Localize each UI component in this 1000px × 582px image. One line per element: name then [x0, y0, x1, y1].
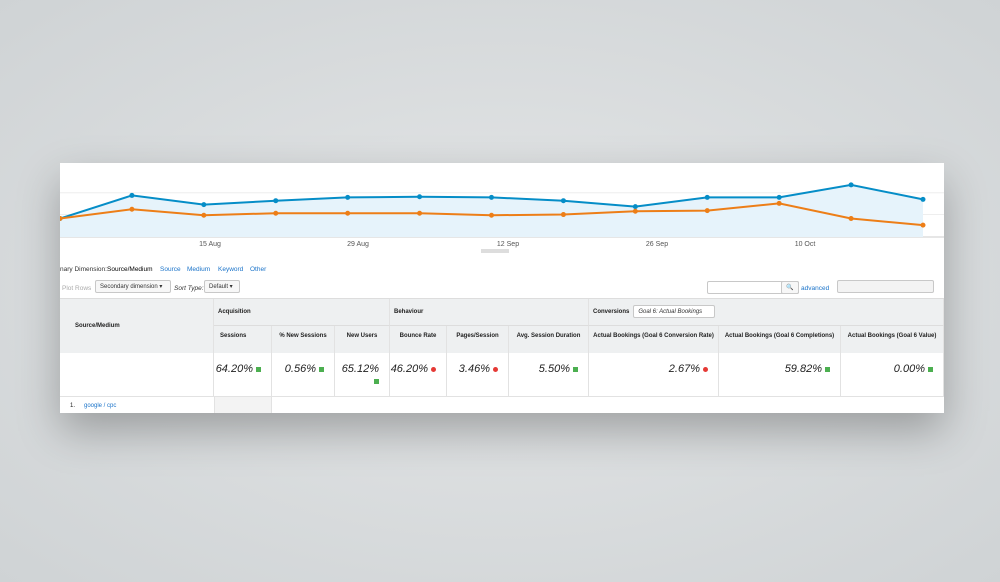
row-sessions: [214, 397, 272, 413]
data-table: Source/Medium Acquisition Behaviour Convers…: [60, 298, 944, 413]
trend-icon: [928, 366, 933, 372]
group-header: Acquisition: [214, 299, 390, 326]
goal-select[interactable]: Goal 6: Actual Bookings: [633, 305, 716, 318]
point: [632, 208, 638, 214]
point: [560, 212, 566, 218]
point: [560, 198, 566, 204]
point: [345, 210, 351, 216]
totals-dimension: [60, 353, 214, 397]
total-value: 2.67%: [589, 353, 719, 397]
point: [489, 212, 494, 218]
point: [920, 222, 926, 228]
point: [345, 194, 351, 200]
trend-icon: [493, 366, 498, 372]
sort-label: Sort Type:: [174, 285, 204, 292]
column-header[interactable]: Actual Bookings (Goal 6 Conversion Rate): [589, 326, 719, 353]
dimension-header: Source/Medium: [60, 299, 214, 353]
line-chart: 15 Aug 29 Aug 12 Sep 26 Sep 10 Oct: [60, 182, 944, 253]
x-tick-label: 12 Sep: [497, 241, 519, 248]
point: [848, 216, 854, 222]
point: [201, 212, 207, 218]
trend-icon: [374, 378, 379, 384]
total-value: 65.12%: [335, 353, 390, 397]
column-header[interactable]: Avg. Session Duration: [509, 326, 589, 353]
point: [201, 202, 207, 208]
column-header[interactable]: Actual Bookings (Goal 6 Value): [841, 326, 944, 353]
total-value: 64.20%: [214, 353, 272, 397]
trend-icon: [256, 366, 261, 372]
total-value: 3.46%: [447, 353, 509, 397]
sort-text: Default: [209, 284, 229, 290]
secondary-dimension-text: Secondary dimension: [100, 284, 158, 290]
plot-rows[interactable]: Plot Rows: [62, 285, 92, 292]
row-index: 1.: [70, 403, 76, 409]
search-button[interactable]: 🔍: [781, 281, 799, 294]
column-header[interactable]: Sessions: [214, 326, 272, 353]
group-header: Behaviour: [390, 299, 589, 326]
report-card: 15 Aug 29 Aug 12 Sep 26 Sep 10 Oct nary Dime…: [60, 163, 944, 413]
column-header[interactable]: % New Sessions: [272, 326, 335, 353]
point: [704, 208, 710, 214]
dimension-option[interactable]: Keyword: [218, 266, 244, 273]
dimension-label: nary Dimension:: [60, 266, 107, 273]
trend-icon: [703, 366, 708, 372]
point: [273, 210, 279, 216]
point: [920, 196, 926, 202]
x-tick-label: 15 Aug: [199, 241, 221, 248]
resize-handle: [481, 249, 509, 253]
point: [417, 194, 423, 200]
active-dimension[interactable]: Source/Medium: [107, 266, 153, 273]
total-value: 5.50%: [509, 353, 589, 397]
point: [489, 194, 494, 200]
dimension-option[interactable]: Medium: [187, 266, 211, 273]
point: [848, 182, 854, 188]
total-value: 0.00%: [841, 353, 944, 397]
point: [632, 204, 638, 210]
total-value: 0.56%: [272, 353, 335, 397]
dimension-option[interactable]: Source: [160, 266, 181, 273]
total-value: 46.20%: [390, 353, 447, 397]
advanced-link[interactable]: advanced: [801, 285, 830, 292]
point: [776, 194, 782, 200]
column-header[interactable]: Bounce Rate: [390, 326, 447, 353]
x-tick-label: 10 Oct: [795, 241, 816, 248]
secondary-dimension[interactable]: Secondary dimension ▾: [95, 280, 171, 293]
group-header: Conversions Goal 6: Actual Bookings: [589, 299, 944, 326]
trend-icon: [825, 366, 830, 372]
point: [129, 192, 135, 198]
point: [60, 216, 63, 222]
view-toggles[interactable]: [837, 280, 934, 293]
dimension-option[interactable]: Other: [250, 266, 267, 273]
column-header[interactable]: New Users: [335, 326, 390, 353]
sort-select[interactable]: Default ▾: [204, 280, 240, 293]
point: [273, 198, 279, 204]
point: [704, 194, 710, 200]
point: [417, 210, 423, 216]
trend-icon: [319, 366, 324, 372]
total-value: 59.82%: [719, 353, 841, 397]
trend-icon: [573, 366, 578, 372]
row-name[interactable]: google / cpc: [84, 403, 117, 409]
point: [129, 206, 135, 212]
column-header[interactable]: Pages/Session: [447, 326, 509, 353]
column-header[interactable]: Actual Bookings (Goal 6 Completions): [719, 326, 841, 353]
x-tick-label: 26 Sep: [646, 241, 668, 248]
point: [776, 200, 782, 206]
x-tick-label: 29 Aug: [347, 241, 369, 248]
trend-icon: [431, 366, 436, 372]
